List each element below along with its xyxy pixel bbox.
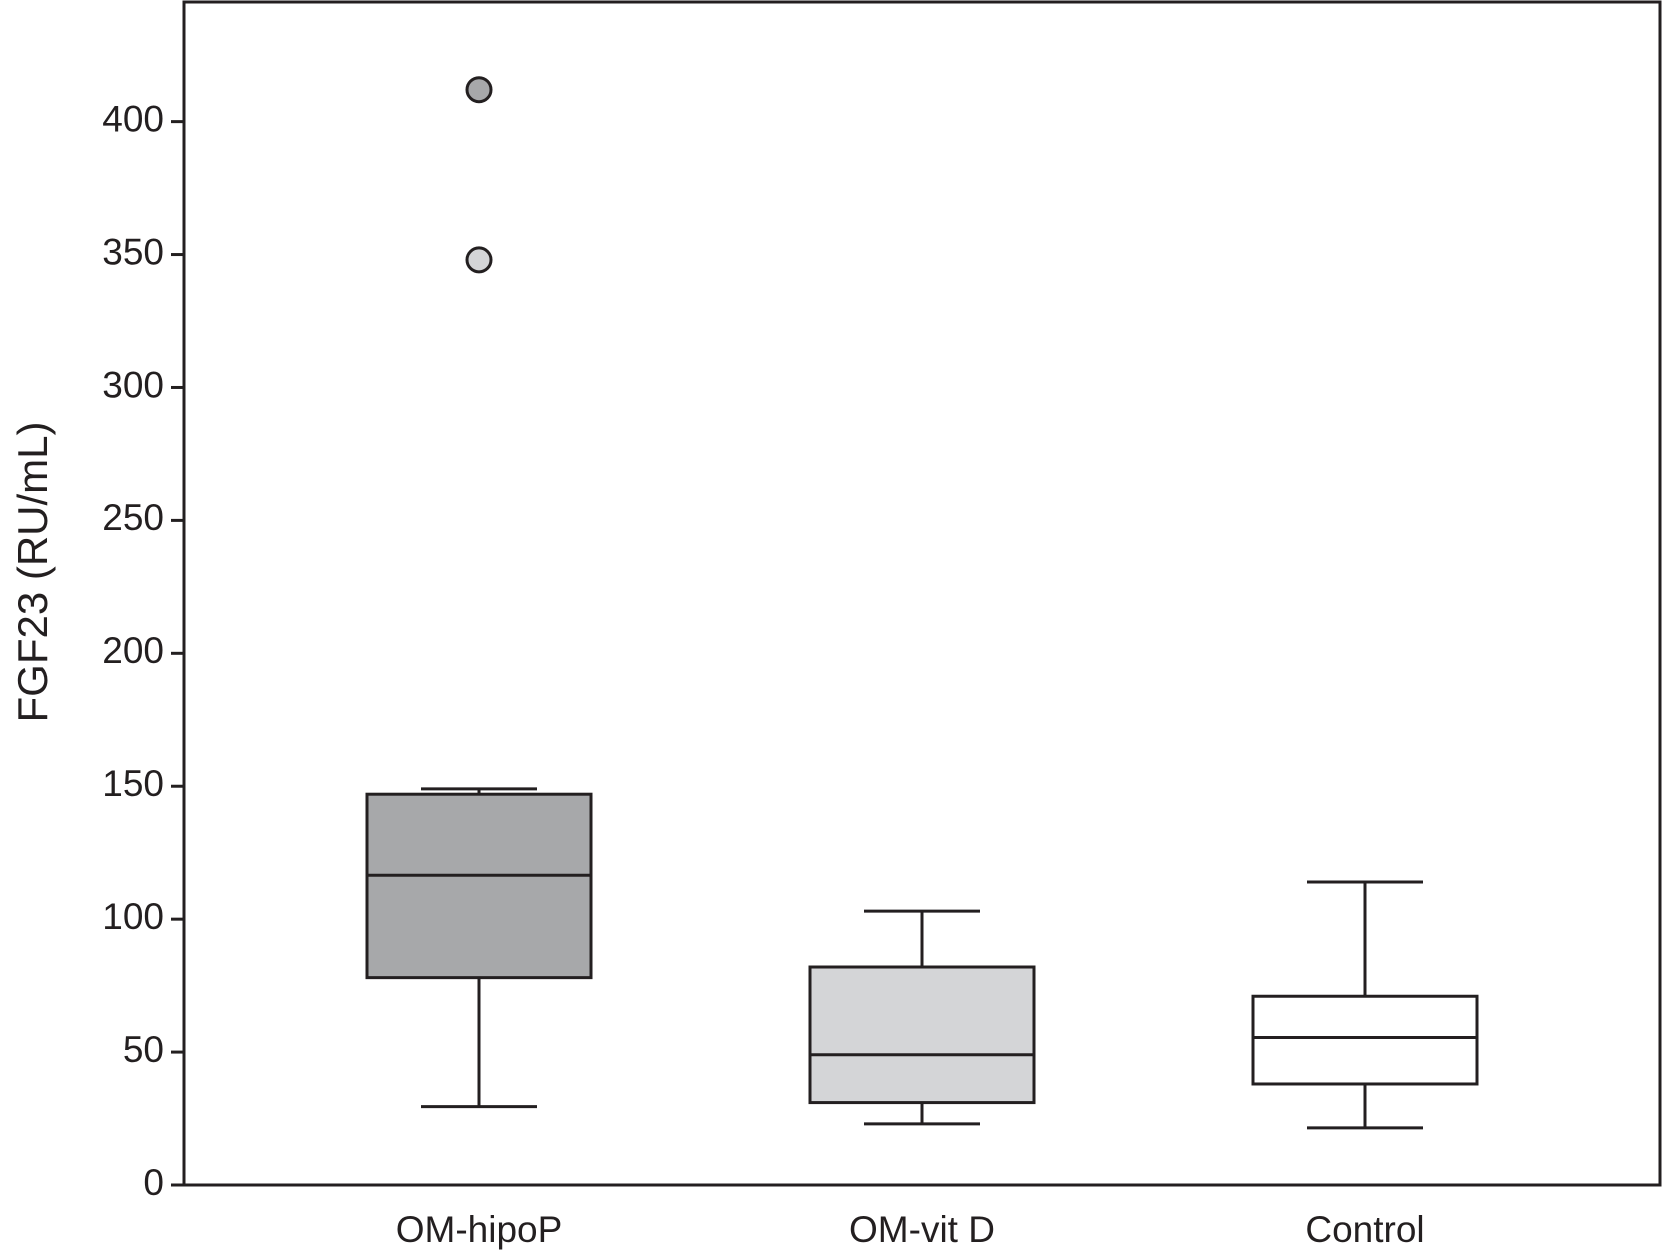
x-tick-label: OM-vit D <box>849 1209 995 1250</box>
y-tick-label: 250 <box>102 497 164 538</box>
box <box>808 965 1036 1105</box>
y-tick-label: 150 <box>102 763 164 804</box>
y-tick-label: 50 <box>123 1029 164 1070</box>
x-tick-label: OM-hipoP <box>396 1209 563 1250</box>
outlier <box>465 246 493 274</box>
x-tick-label: Control <box>1305 1209 1424 1250</box>
outlier <box>465 76 493 104</box>
box <box>1251 994 1479 1086</box>
y-tick-label: 350 <box>102 231 164 272</box>
y-tick-label: 400 <box>102 98 164 139</box>
plot-frame <box>182 0 1662 1187</box>
y-tick-label: 100 <box>102 896 164 937</box>
y-tick-label: 300 <box>102 364 164 405</box>
y-axis-label: FGF23 (RU/mL) <box>9 421 56 722</box>
y-tick-label: 200 <box>102 630 164 671</box>
box <box>365 792 593 980</box>
y-tick-label: 0 <box>143 1162 164 1203</box>
